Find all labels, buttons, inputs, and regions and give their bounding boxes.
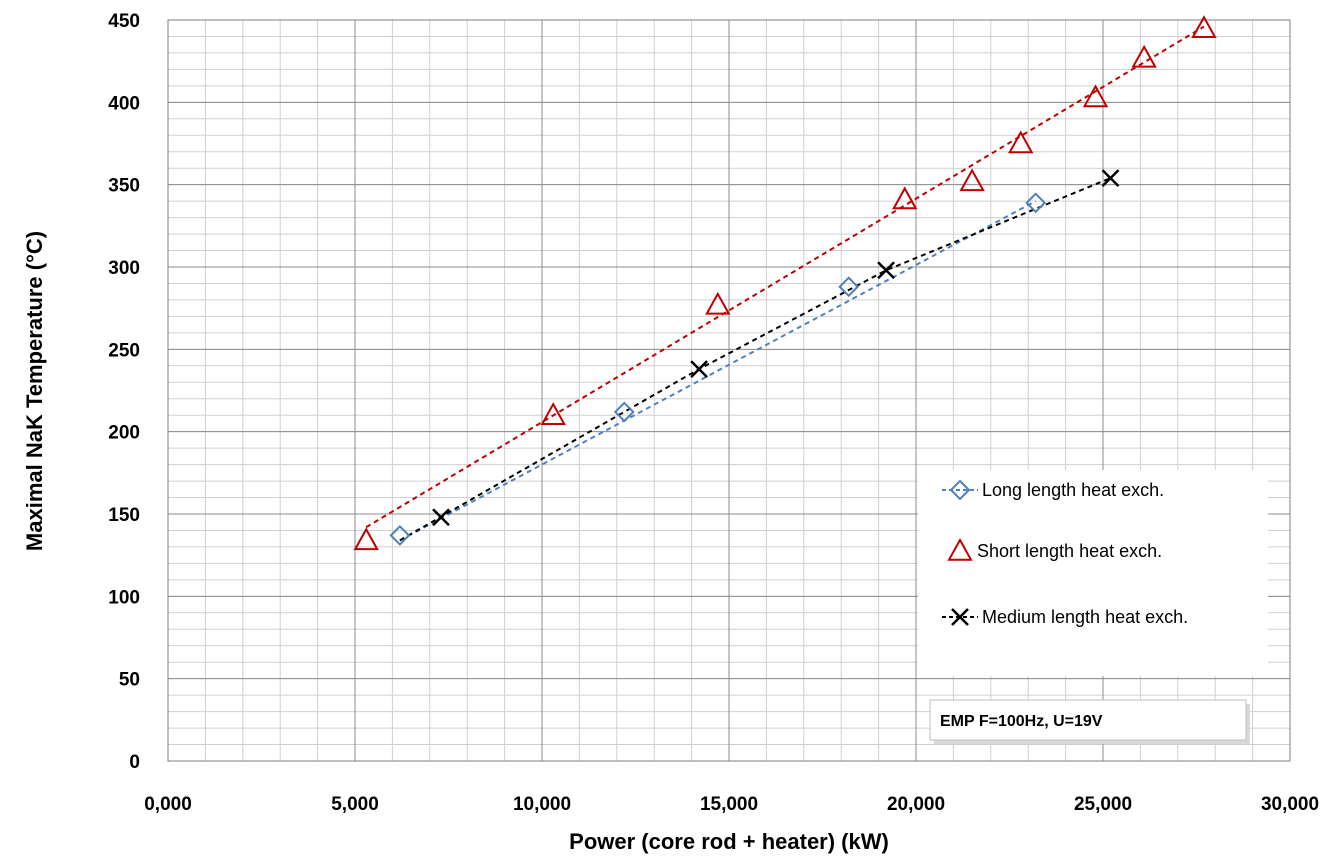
annotation-background bbox=[929, 699, 1247, 741]
x-axis-title: Power (core rod + heater) (kW) bbox=[569, 829, 889, 854]
legend-label-series-3: Medium length heat exch. bbox=[982, 607, 1188, 627]
data-point-series-2 bbox=[705, 291, 731, 315]
data-point-series-2 bbox=[892, 186, 918, 210]
legend: Long length heat exch. Short length heat … bbox=[918, 470, 1268, 676]
legend-label-series-2: Short length heat exch. bbox=[977, 541, 1162, 561]
y-tick-label: 200 bbox=[108, 423, 140, 444]
trend-line-series-3 bbox=[399, 177, 1111, 542]
data-point-series-2 bbox=[1191, 15, 1217, 39]
x-axis-tick-labels: 0,000 5,000 10,000 15,000 20,000 25,000 30,000 bbox=[144, 794, 1319, 815]
plot-area-border bbox=[167, 19, 1291, 762]
data-point-series-1 bbox=[613, 401, 635, 423]
x-tick-label: 30,000 bbox=[1261, 794, 1319, 815]
legend-marker-series-3 bbox=[951, 608, 969, 626]
trend-line-series-2 bbox=[365, 25, 1205, 529]
legend-marker-series-2 bbox=[947, 537, 973, 561]
y-axis-tick-labels: 0 50 100 150 200 250 300 350 400 450 bbox=[108, 11, 140, 773]
trend-lines bbox=[365, 25, 1205, 542]
legend-label-series-1: Long length heat exch. bbox=[982, 480, 1164, 500]
data-point-series-2 bbox=[1008, 130, 1034, 154]
x-tick-label: 25,000 bbox=[1074, 794, 1132, 815]
data-point-series-2 bbox=[353, 527, 379, 551]
y-tick-label: 50 bbox=[119, 670, 140, 691]
data-point-series-2 bbox=[959, 168, 985, 192]
y-tick-label: 250 bbox=[108, 340, 140, 361]
y-tick-label: 350 bbox=[108, 176, 140, 197]
x-tick-label: 0,000 bbox=[144, 794, 192, 815]
y-axis-title: Maximal NaK Temperature (°C) bbox=[22, 231, 47, 551]
y-tick-label: 150 bbox=[108, 505, 140, 526]
data-point-series-2 bbox=[540, 402, 566, 425]
x-tick-label: 5,000 bbox=[331, 794, 379, 815]
y-tick-label: 300 bbox=[108, 258, 140, 279]
data-point-series-3 bbox=[877, 261, 895, 280]
annotation-box: EMP F=100Hz, U=19V bbox=[929, 699, 1250, 744]
data-point-series-3 bbox=[690, 360, 708, 378]
data-point-series-1 bbox=[389, 524, 411, 546]
data-point-series-3 bbox=[1101, 169, 1120, 187]
data-point-series-3 bbox=[432, 508, 450, 527]
x-tick-label: 15,000 bbox=[700, 794, 758, 815]
x-tick-label: 20,000 bbox=[887, 794, 945, 815]
y-tick-label: 100 bbox=[108, 587, 140, 608]
trend-line-series-1 bbox=[399, 200, 1037, 542]
data-point-series-2 bbox=[1082, 84, 1109, 108]
legend-items: Long length heat exch. Short length heat … bbox=[942, 479, 1188, 627]
data-point-series-1 bbox=[838, 276, 860, 298]
y-tick-label: 450 bbox=[108, 11, 140, 32]
legend-marker-series-1 bbox=[949, 479, 971, 501]
y-tick-label: 400 bbox=[108, 93, 140, 114]
data-point-series-2 bbox=[1131, 44, 1157, 68]
data-markers bbox=[353, 15, 1217, 551]
data-point-series-1 bbox=[1025, 192, 1047, 214]
y-tick-label: 0 bbox=[129, 752, 140, 773]
x-tick-label: 10,000 bbox=[513, 794, 571, 815]
legend-box bbox=[918, 470, 1268, 676]
annotation-text: EMP F=100Hz, U=19V bbox=[940, 713, 1103, 730]
